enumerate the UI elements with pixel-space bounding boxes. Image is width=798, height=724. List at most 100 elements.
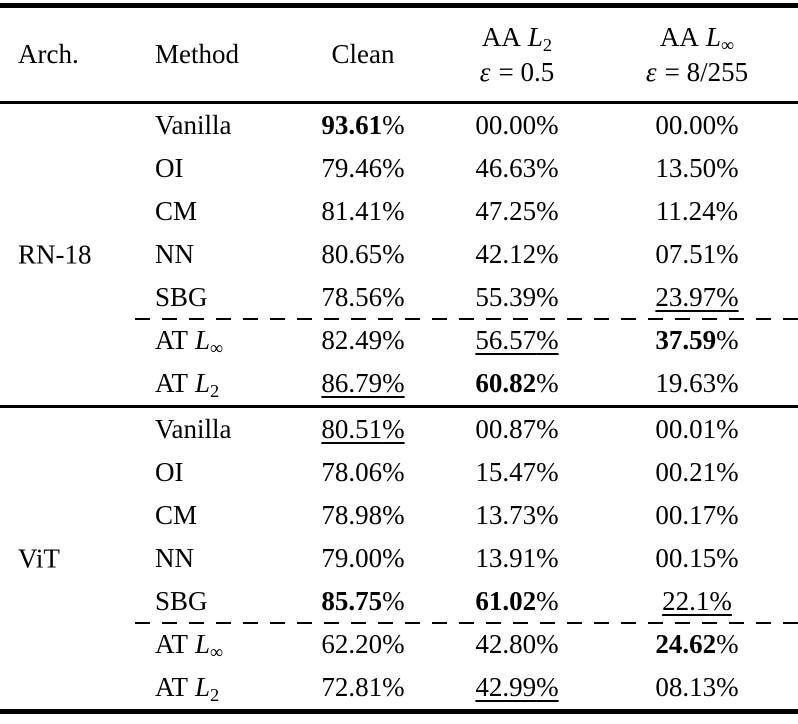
method-norm-subscript: 2 xyxy=(210,381,220,402)
accuracy-number: 93.61 xyxy=(321,110,383,141)
accuracy-value: 80.51% xyxy=(321,414,404,444)
accuracy-number: 78.98 xyxy=(321,500,383,531)
method-label: Vanilla xyxy=(155,110,232,141)
arch-label: RN-18 xyxy=(18,239,92,269)
value-cell: 11.24% xyxy=(596,195,798,227)
method-cell: AT L∞ xyxy=(140,628,288,663)
value-cell: 85.75% xyxy=(288,585,438,617)
accuracy-value: 55.39% xyxy=(475,282,558,312)
percent-sign: % xyxy=(715,196,739,227)
value-cell: 42.12% xyxy=(438,238,596,270)
method-cell: NN xyxy=(140,542,288,574)
percent-sign: % xyxy=(382,543,405,574)
table-row: SBG 85.75% 61.02% 22.1% xyxy=(0,580,798,623)
value-cell: 47.25% xyxy=(438,195,596,227)
accuracy-value: 47.25% xyxy=(475,196,558,226)
accuracy-value: 00.21% xyxy=(655,457,738,487)
accuracy-number: 08.13 xyxy=(655,672,717,703)
method-norm-symbol: L xyxy=(195,672,211,703)
accuracy-number: 78.06 xyxy=(321,457,383,488)
value-cell: 61.02% xyxy=(438,585,596,617)
accuracy-value: 62.20% xyxy=(321,629,404,659)
col-header-aa-l2: AA L2 ε = 0.5 xyxy=(438,20,596,90)
percent-sign: % xyxy=(382,457,405,488)
value-cell: 55.39% xyxy=(438,281,596,313)
accuracy-number: 13.73 xyxy=(475,500,537,531)
accuracy-value: 23.97% xyxy=(655,282,738,312)
accuracy-number: 47.25 xyxy=(475,196,537,227)
accuracy-value: 56.57% xyxy=(475,325,558,355)
percent-sign: % xyxy=(536,500,559,531)
value-cell: 00.00% xyxy=(596,109,798,141)
section-rn18: RN-18 Vanilla 93.61% 00.00% 00.00% OI 79.46% 4… xyxy=(0,104,798,405)
col-header-arch: Arch. xyxy=(18,39,79,70)
value-cell: 46.63% xyxy=(438,152,596,184)
table-row: OI 78.06% 15.47% 00.21% xyxy=(0,451,798,494)
method-norm-subscript: ∞ xyxy=(210,338,224,359)
method-norm-symbol: L xyxy=(195,368,211,399)
dashed-divider xyxy=(135,622,798,624)
accuracy-number: 22.1 xyxy=(662,586,710,617)
accuracy-number: 56.57 xyxy=(475,325,537,356)
value-cell: 79.00% xyxy=(288,542,438,574)
accuracy-value: 00.15% xyxy=(655,543,738,573)
accuracy-number: 78.56 xyxy=(321,282,383,313)
percent-sign: % xyxy=(716,672,739,703)
accuracy-number: 07.51 xyxy=(655,239,717,270)
percent-sign: % xyxy=(536,672,559,703)
method-label: SBG xyxy=(155,586,208,617)
accuracy-number: 55.39 xyxy=(475,282,537,313)
value-cell: 80.51% xyxy=(288,413,438,445)
percent-sign: % xyxy=(716,457,739,488)
accuracy-number: 15.47 xyxy=(475,457,537,488)
table-row: Vanilla 93.61% 00.00% 00.00% xyxy=(0,104,798,147)
accuracy-number: 42.80 xyxy=(475,629,537,660)
value-cell: 79.46% xyxy=(288,152,438,184)
value-cell: 24.62% xyxy=(596,628,798,660)
method-label: CM xyxy=(155,196,198,227)
accuracy-number: 13.91 xyxy=(475,543,537,574)
accuracy-number: 00.00 xyxy=(655,110,717,141)
col-header-aa-linf: AA L∞ ε = 8/255 xyxy=(596,20,798,90)
percent-sign: % xyxy=(536,414,559,445)
method-cell: OI xyxy=(140,456,288,488)
table-row: CM 78.98% 13.73% 00.17% xyxy=(0,494,798,537)
accuracy-value: 00.17% xyxy=(655,500,738,530)
section-vit: ViT Vanilla 80.51% 00.87% 00.01% OI 78.06% 15.… xyxy=(0,408,798,709)
value-cell: 37.59% xyxy=(596,324,798,356)
accuracy-number: 11.24 xyxy=(655,196,716,227)
method-cell: CM xyxy=(140,195,288,227)
accuracy-value: 79.46% xyxy=(321,153,404,183)
accuracy-number: 19.63 xyxy=(655,368,717,399)
value-cell: 13.73% xyxy=(438,499,596,531)
accuracy-number: 00.15 xyxy=(655,543,717,574)
table-row: OI 79.46% 46.63% 13.50% xyxy=(0,147,798,190)
method-label: NN xyxy=(155,543,194,574)
method-norm-subscript: ∞ xyxy=(210,642,224,663)
method-label: AT xyxy=(155,672,188,703)
col-header-aa-l2-title: AA L2 xyxy=(481,21,553,55)
percent-sign: % xyxy=(536,153,559,184)
method-norm-subscript: 2 xyxy=(210,685,220,706)
percent-sign: % xyxy=(382,196,405,227)
percent-sign: % xyxy=(382,414,405,445)
accuracy-number: 00.21 xyxy=(655,457,717,488)
col-header-method: Method xyxy=(155,39,239,70)
value-cell: 42.99% xyxy=(438,671,596,703)
method-label: SBG xyxy=(155,282,208,313)
accuracy-value: 86.79% xyxy=(321,368,404,398)
accuracy-value: 00.00% xyxy=(655,110,738,140)
method-label: Vanilla xyxy=(155,414,232,445)
accuracy-number: 79.00 xyxy=(321,543,383,574)
value-cell: 93.61% xyxy=(288,109,438,141)
method-cell: NN xyxy=(140,238,288,270)
value-cell: 00.01% xyxy=(596,413,798,445)
percent-sign: % xyxy=(382,239,405,270)
method-cell: Vanilla xyxy=(140,413,288,445)
value-cell: 00.15% xyxy=(596,542,798,574)
accuracy-value: 13.91% xyxy=(475,543,558,573)
accuracy-number: 00.00 xyxy=(475,110,537,141)
accuracy-value: 19.63% xyxy=(655,368,738,398)
percent-sign: % xyxy=(716,543,739,574)
method-label: NN xyxy=(155,239,194,270)
